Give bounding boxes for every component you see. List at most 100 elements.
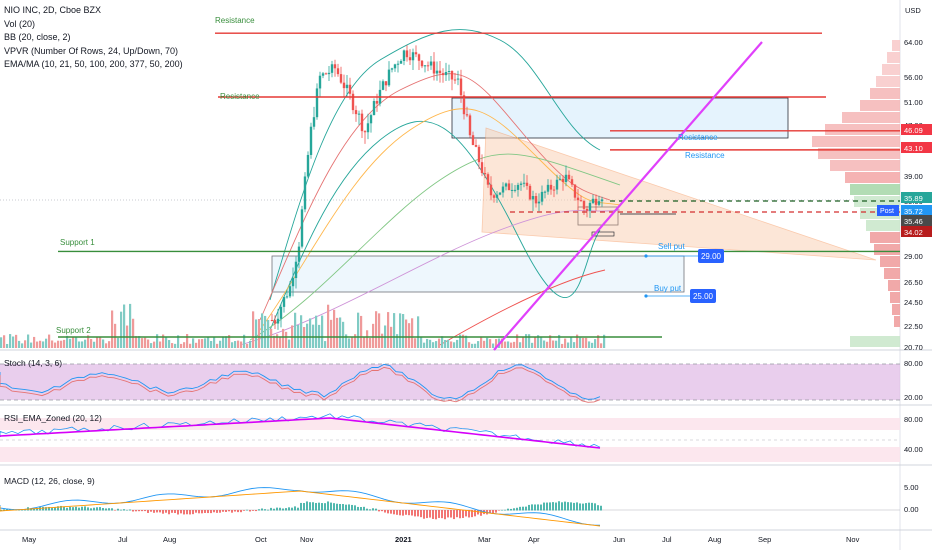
volume-bar	[150, 343, 153, 348]
volume-bar	[492, 343, 495, 348]
ema-indicator-label[interactable]: EMA/MA (10, 21, 50, 100, 200, 377, 50, 2…	[4, 59, 183, 69]
macd-hist-bar	[471, 510, 473, 518]
volume-bar	[120, 311, 123, 348]
macd-hist-bar	[207, 510, 209, 514]
vol-indicator-label[interactable]: Vol (20)	[4, 18, 36, 29]
volume-bar	[51, 340, 54, 348]
time-tick-label: Jul	[662, 535, 672, 544]
macd-hist-bar	[414, 510, 416, 517]
volume-bar	[96, 337, 99, 348]
rsi-ema-line	[0, 417, 601, 449]
volume-bar	[81, 341, 84, 348]
macd-hist-bar	[498, 510, 500, 511]
candle-body	[387, 69, 391, 86]
volume-bar	[249, 340, 252, 348]
macd-hist-bar	[558, 501, 560, 511]
volume-profile-bar	[892, 40, 900, 51]
volume-bar	[495, 339, 498, 348]
candle-body	[573, 184, 577, 198]
volume-bar	[78, 341, 81, 348]
macd-hist-bar	[393, 510, 395, 515]
volume-bar	[345, 334, 348, 348]
candle-body	[363, 131, 367, 133]
candle-body	[546, 184, 550, 192]
volume-bar	[144, 337, 147, 348]
resistance-label-top: Resistance	[215, 16, 255, 25]
volume-profile-bar	[812, 136, 900, 147]
macd-pane-label[interactable]: MACD (12, 26, close, 9)	[4, 476, 95, 486]
rsi-pane-label[interactable]: RSI_EMA_Zoned (20, 12)	[4, 413, 102, 423]
volume-bar	[603, 334, 606, 348]
candle-body	[273, 320, 277, 324]
macd-hist-bar	[507, 508, 509, 511]
macd-hist-bar	[585, 503, 587, 511]
volume-bar	[201, 339, 204, 348]
volume-bar	[168, 340, 171, 348]
indicator-curve	[269, 120, 601, 331]
volume-bar	[30, 342, 33, 348]
volume-bar	[579, 337, 582, 348]
macd-hist-bar	[363, 506, 365, 511]
macd-hist-bar	[459, 510, 461, 519]
volume-bar	[471, 343, 474, 348]
macd-hist-bar	[213, 510, 215, 513]
volume-bar	[180, 343, 183, 348]
macd-hist-bar	[228, 510, 230, 512]
macd-hist-bar	[315, 502, 317, 511]
macd-hist-bar	[162, 510, 164, 514]
candle-body	[402, 50, 406, 61]
volume-bar	[516, 334, 519, 348]
sell-put-value: 29.00	[701, 252, 722, 261]
volume-bar	[27, 334, 30, 348]
candle-body	[510, 189, 514, 191]
volume-bar	[558, 334, 561, 348]
candle-body	[564, 174, 568, 183]
macd-hist-bar	[45, 507, 47, 511]
macd-hist-bar	[417, 510, 419, 517]
volume-bar	[402, 314, 405, 348]
candle-body	[351, 93, 355, 111]
indicator-curve	[269, 29, 601, 301]
time-tick-label: Nov	[846, 535, 860, 544]
volume-bar	[33, 336, 36, 348]
volume-bar	[186, 334, 189, 348]
macd-hist-bar	[84, 506, 86, 511]
volume-bar	[567, 342, 570, 348]
buy-put-dot	[644, 294, 648, 298]
candle-body	[393, 64, 397, 69]
volume-bar	[453, 342, 456, 348]
volume-bar	[189, 343, 192, 348]
candle-body	[495, 194, 499, 198]
macd-signal-line	[0, 490, 601, 527]
volume-bar	[462, 334, 465, 348]
macd-hist-bar	[225, 510, 227, 512]
candle-body	[471, 135, 475, 146]
volume-bar	[159, 341, 162, 348]
volume-profile-bar	[888, 280, 900, 291]
vpvr-indicator-label[interactable]: VPVR (Number Of Rows, 24, Up/Down, 70)	[4, 45, 179, 56]
symbol-title[interactable]: NIO INC, 2D, Cboe BZX	[4, 5, 102, 15]
macd-hist-bar	[75, 506, 77, 511]
candle-body	[285, 296, 289, 298]
macd-hist-bar	[441, 510, 443, 519]
stoch-pane-label[interactable]: Stoch (14, 3, 6)	[4, 358, 63, 368]
candle-body	[543, 191, 547, 193]
indicator-curve	[239, 209, 621, 346]
candle-body	[480, 162, 484, 174]
volume-bar	[216, 343, 219, 348]
candle-body	[489, 184, 493, 196]
volume-bar	[108, 341, 111, 348]
macd-hist-bar	[261, 508, 263, 511]
macd-hist-bar	[510, 508, 512, 511]
volume-profile-bar	[870, 232, 900, 243]
macd-hist-bar	[267, 509, 269, 511]
volume-bar	[486, 337, 489, 348]
volume-bar	[66, 335, 69, 348]
bb-indicator-label[interactable]: BB (20, close, 2)	[4, 32, 71, 42]
price-tag	[901, 142, 932, 153]
rsi-upper-zone	[0, 418, 900, 430]
volume-profile-bar	[892, 304, 900, 315]
price-tick-label: 51.00	[904, 98, 923, 107]
volume-bar	[123, 304, 126, 348]
